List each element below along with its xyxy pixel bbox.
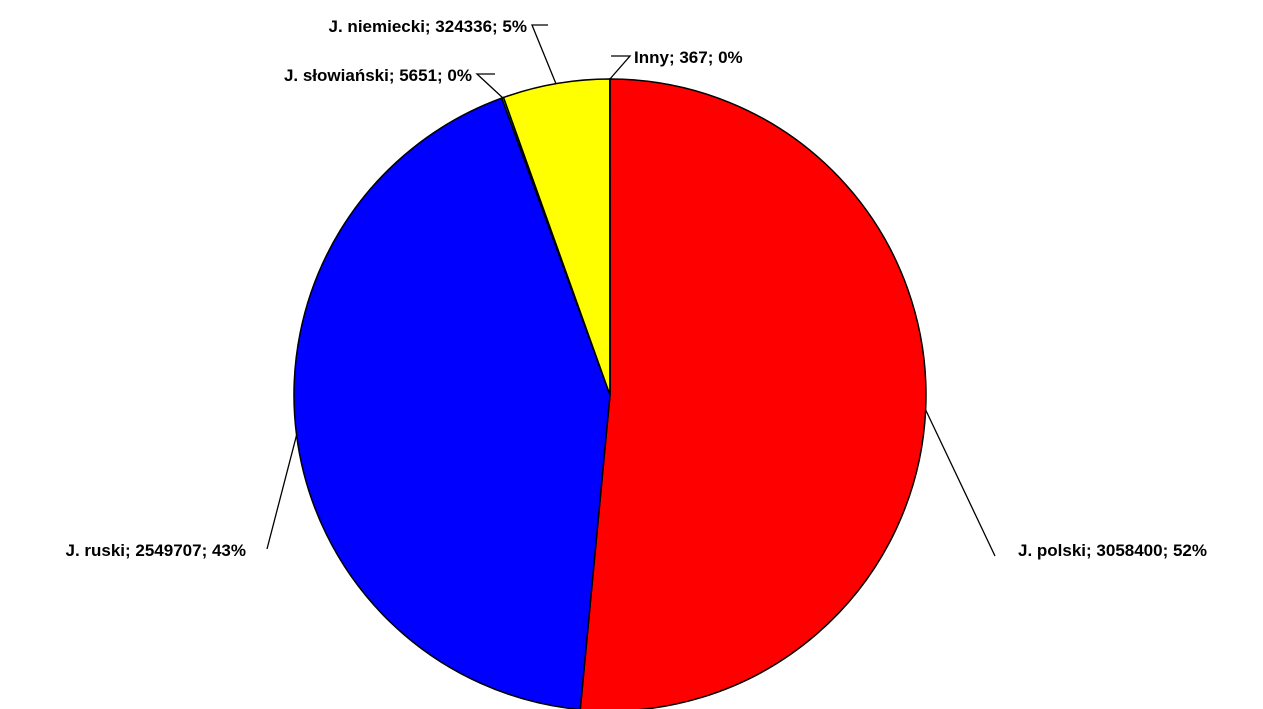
- pie-slices: [293, 78, 927, 709]
- leader-line: [609, 55, 632, 80]
- leader-line: [531, 24, 557, 84]
- data-label-j-ruski: J. ruski; 2549707; 43%: [65, 541, 246, 560]
- data-label-inny: Inny; 367; 0%: [634, 48, 743, 67]
- pie-slice-j-polski: [579, 78, 927, 709]
- data-label-j-niemiecki: J. niemiecki; 324336; 5%: [329, 17, 527, 36]
- data-label-j-polski: J. polski; 3058400; 52%: [1018, 541, 1207, 560]
- leader-lines: [266, 24, 996, 557]
- data-labels: J. polski; 3058400; 52% J. ruski; 254970…: [65, 17, 1207, 560]
- data-label-j-slowianski: J. słowiański; 5651; 0%: [284, 66, 472, 85]
- leader-line: [266, 435, 298, 550]
- leader-line: [925, 409, 996, 557]
- leader-line: [475, 73, 504, 99]
